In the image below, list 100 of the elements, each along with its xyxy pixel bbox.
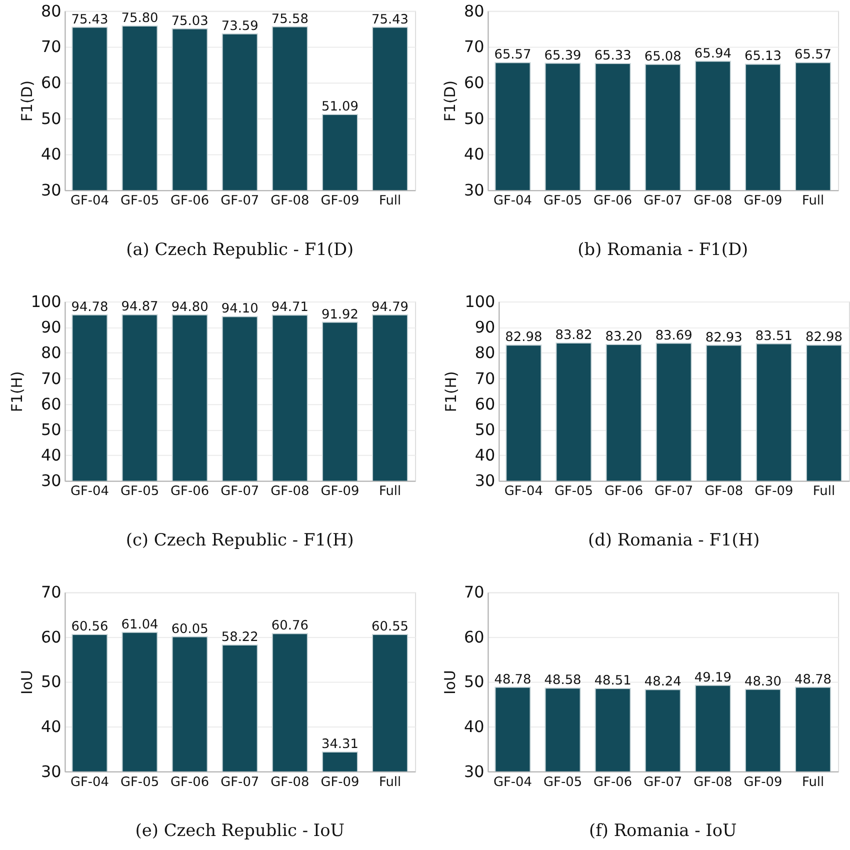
y-tick-label: 80 bbox=[40, 1, 62, 20]
y-tick-label: 100 bbox=[30, 292, 62, 312]
y-tick-label: 40 bbox=[40, 144, 62, 164]
x-tick-label: GF-09 bbox=[320, 484, 360, 500]
y-tick-label: 80 bbox=[40, 343, 62, 362]
data-label: 94.80 bbox=[171, 300, 208, 315]
y-tick-label: 50 bbox=[40, 108, 62, 128]
text: (a) Czech Republic - F1(D) bbox=[126, 238, 354, 259]
x-tick-label: Full bbox=[812, 484, 836, 500]
y-tick-label: 80 bbox=[464, 1, 484, 20]
x-tick-label: Full bbox=[802, 194, 824, 209]
y-tick-label: 70 bbox=[40, 582, 62, 602]
x-tick-label: GF-09 bbox=[320, 774, 360, 790]
x-tick-label: GF-05 bbox=[120, 194, 160, 209]
x-tick-label: GF-06 bbox=[170, 774, 210, 790]
data-label: 65.33 bbox=[594, 48, 632, 64]
x-tick-label: GF-07 bbox=[644, 194, 682, 209]
x-tick-label: GF-08 bbox=[270, 194, 310, 209]
y-tick-label: 40 bbox=[40, 446, 62, 465]
data-label: 83.20 bbox=[605, 330, 642, 345]
x-tick-label: GF-09 bbox=[744, 194, 782, 209]
data-label: 94.79 bbox=[372, 300, 409, 315]
x-tick-label: GF-04 bbox=[70, 774, 109, 790]
y-axis-title: IoU bbox=[441, 670, 459, 694]
data-label: 82.98 bbox=[505, 330, 542, 346]
data-label: 60.55 bbox=[372, 620, 409, 635]
x-tick-label: GF-06 bbox=[170, 484, 210, 500]
x-tick-label: GF-05 bbox=[120, 774, 160, 790]
x-tick-label: GF-07 bbox=[654, 484, 694, 500]
y-tick-label: 30 bbox=[40, 762, 62, 781]
x-tick-label: Full bbox=[378, 484, 402, 500]
y-tick-label: 50 bbox=[464, 108, 484, 128]
text: (d) Romania - F1(H) bbox=[588, 529, 760, 550]
x-tick-label: GF-06 bbox=[170, 194, 210, 209]
data-label: 75.43 bbox=[71, 12, 108, 28]
y-tick-label: 70 bbox=[474, 368, 496, 388]
y-tick-label: 40 bbox=[474, 446, 496, 465]
y-tick-label: 90 bbox=[474, 318, 496, 337]
x-tick-label: Full bbox=[378, 194, 402, 209]
y-tick-label: 40 bbox=[464, 144, 484, 164]
data-label: 75.43 bbox=[372, 12, 409, 28]
x-tick-label: GF-06 bbox=[604, 484, 644, 500]
y-tick-label: 100 bbox=[464, 292, 496, 312]
y-tick-label: 60 bbox=[474, 394, 496, 414]
x-tick-label: GF-08 bbox=[270, 484, 310, 500]
y-axis-title: F1(H) bbox=[8, 371, 26, 412]
y-tick-label: 50 bbox=[40, 420, 62, 440]
data-label: 51.09 bbox=[321, 100, 358, 115]
x-tick-label: GF-09 bbox=[320, 194, 360, 209]
data-label: 60.56 bbox=[71, 619, 108, 634]
y-tick-label: 30 bbox=[40, 180, 62, 200]
y-tick-label: 60 bbox=[40, 73, 62, 92]
y-axis-title: F1(D) bbox=[18, 80, 36, 122]
text: (c) Czech Republic - F1(H) bbox=[126, 529, 354, 550]
x-tick-label: GF-09 bbox=[744, 774, 782, 790]
x-tick-label: GF-08 bbox=[270, 774, 310, 790]
x-tick-label: GF-04 bbox=[70, 194, 109, 209]
y-tick-label: 40 bbox=[464, 717, 484, 736]
y-tick-label: 60 bbox=[40, 394, 62, 414]
y-tick-label: 70 bbox=[40, 368, 62, 388]
data-label: 34.31 bbox=[321, 737, 358, 752]
y-tick-label: 90 bbox=[40, 318, 62, 337]
data-label: 94.87 bbox=[121, 300, 158, 315]
x-tick-label: GF-08 bbox=[694, 194, 732, 209]
data-label: 75.80 bbox=[121, 11, 158, 26]
data-label: 65.94 bbox=[694, 46, 732, 62]
data-label: 48.78 bbox=[494, 672, 532, 688]
data-label: 60.76 bbox=[271, 618, 308, 634]
x-tick-label: GF-05 bbox=[554, 484, 594, 500]
data-label: 82.93 bbox=[705, 330, 742, 346]
y-tick-label: 30 bbox=[464, 180, 484, 200]
y-tick-label: 70 bbox=[464, 37, 484, 56]
data-label: 94.10 bbox=[221, 302, 258, 317]
x-tick-label: GF-07 bbox=[220, 194, 260, 209]
y-tick-label: 30 bbox=[464, 762, 484, 781]
x-tick-label: GF-05 bbox=[544, 194, 582, 209]
data-label: 58.22 bbox=[221, 630, 258, 645]
y-tick-label: 60 bbox=[464, 73, 484, 92]
data-label: 65.08 bbox=[644, 49, 682, 64]
data-label: 65.57 bbox=[494, 48, 532, 63]
x-tick-label: GF-04 bbox=[493, 194, 532, 209]
x-tick-label: GF-09 bbox=[754, 484, 794, 500]
y-tick-label: 50 bbox=[40, 672, 62, 692]
y-tick-label: 60 bbox=[464, 627, 484, 646]
data-label: 75.58 bbox=[271, 12, 308, 27]
data-label: 48.78 bbox=[794, 672, 832, 688]
text: (b) Romania - F1(D) bbox=[578, 238, 748, 259]
data-label: 83.69 bbox=[655, 328, 692, 344]
x-tick-label: GF-07 bbox=[220, 484, 260, 500]
data-label: 60.05 bbox=[171, 622, 208, 637]
data-label: 83.82 bbox=[555, 328, 592, 343]
x-tick-label: GF-06 bbox=[594, 194, 632, 209]
data-label: 82.98 bbox=[805, 330, 842, 346]
data-label: 48.58 bbox=[544, 673, 582, 688]
data-label: 49.19 bbox=[694, 670, 732, 686]
data-label: 65.57 bbox=[794, 48, 832, 63]
y-tick-label: 50 bbox=[464, 672, 484, 692]
y-axis-title: F1(H) bbox=[442, 371, 460, 412]
data-label: 48.51 bbox=[594, 673, 632, 688]
x-tick-label: GF-07 bbox=[220, 774, 260, 790]
